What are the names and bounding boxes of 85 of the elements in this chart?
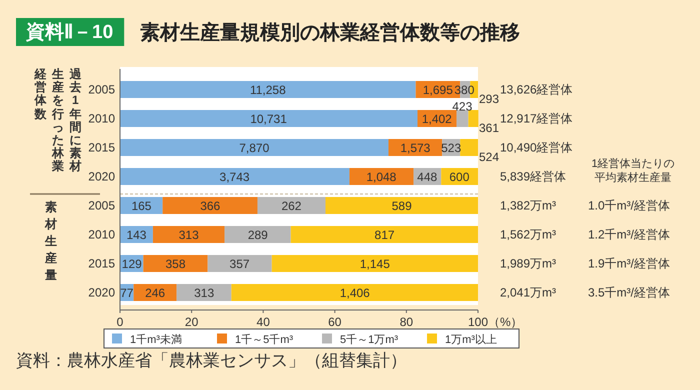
bar [290,226,478,243]
chart-title: 資料Ⅱ－10 [25,21,114,43]
bar [224,226,291,243]
annotation: 143 [126,228,147,242]
text: 1,382万m³ [500,198,556,212]
annotation: 357 [230,257,250,271]
x-tick-label: 0 [116,315,124,329]
annotation: 1,573 [400,141,431,155]
annotation: 366 [200,199,221,213]
annotation: 589 [392,199,412,213]
legend-label: 1千m³未満 [130,333,182,346]
legend-label: 1万m³以上 [445,333,497,346]
bar [460,139,478,156]
y-tick-label: 2015 [88,256,116,270]
bar [120,110,418,127]
annotation: 313 [194,286,214,300]
annotation: 524 [479,150,500,164]
y-tick-label: 2010 [88,228,116,242]
annotation: 246 [145,286,166,300]
annotation: 165 [131,199,152,213]
y-tick-label: 2005 [88,198,116,212]
text: 3.5千m³/経営体 [588,286,670,300]
bar [208,255,272,272]
annotation: 817 [374,228,395,242]
annotation: 289 [248,228,268,242]
y-tick-label: 2020 [88,170,116,184]
text: 1経営体当たりの平均素材生産量 [591,157,675,184]
annotation: 293 [479,92,500,106]
text: 10,490経営体 [500,140,573,154]
bar [257,197,326,214]
chart-subtitle: 素材生産量規模別の林業経営体数等の推移 [140,21,520,44]
text: 1,989万m³ [500,256,556,270]
bar [120,168,350,185]
annotation: 11,258 [250,83,286,97]
annotation: 448 [417,170,438,184]
text: 5,839経営体 [500,170,566,184]
annotation: 1,145 [360,257,390,271]
bar [152,226,225,243]
annotation: 129 [122,257,142,271]
text: 過去1年間に素材生産を行った林業経営体数 [34,67,82,174]
y-tick-label: 2005 [88,82,116,96]
legend-label: 5千～1万m³ [340,333,398,346]
x-axis-title: （%） [488,315,523,329]
annotation: 10,731 [250,112,288,126]
bar [231,284,478,301]
text: 1.2千m³/経営体 [588,228,670,242]
y-tick-label: 2015 [88,140,116,154]
bar [143,255,208,272]
x-tick-label: 40 [256,315,270,329]
y-axis-title: 素材生産量 [44,199,58,284]
bar [162,197,258,214]
y-tick-label: 2020 [88,286,116,300]
annotation: 3,743 [220,170,250,184]
bar [120,81,416,98]
annotation: 1,048 [366,170,397,184]
annotation: 1,406 [340,286,370,300]
x-tick-label: 100 [468,315,488,329]
text: 12,917経営体 [500,112,573,126]
annotation: 1,402 [422,112,452,126]
annotation: 1,695 [422,83,454,97]
legend-label: 1千～5千m³ [235,333,294,346]
bar [120,139,388,156]
text: 2,041万m³ [500,286,556,300]
text: 1.9千m³/経営体 [588,256,670,270]
annotation: 77 [120,286,134,300]
x-tick-label: 80 [400,315,414,329]
text: 1.0千m³/経営体 [588,198,670,212]
annotation: 7,870 [239,141,270,155]
x-tick-label: 20 [184,315,199,329]
annotation: 600 [449,170,470,184]
annotation: 358 [165,257,186,271]
bar [176,284,232,301]
y-tick-label: 2010 [88,112,116,126]
x-tick-label: 60 [328,315,342,329]
bar [325,197,478,214]
text: 1,562万m³ [500,228,556,242]
bar [272,255,478,272]
bar [456,110,468,127]
annotation: 313 [178,228,200,242]
annotation: 262 [281,199,302,213]
text: 資料：農林水産省「農林業センサス」（組替集計） [16,351,407,370]
text: 13,626経営体 [500,82,573,96]
annotation: 423 [452,100,473,114]
annotation: 361 [479,121,500,135]
bar [468,110,478,127]
